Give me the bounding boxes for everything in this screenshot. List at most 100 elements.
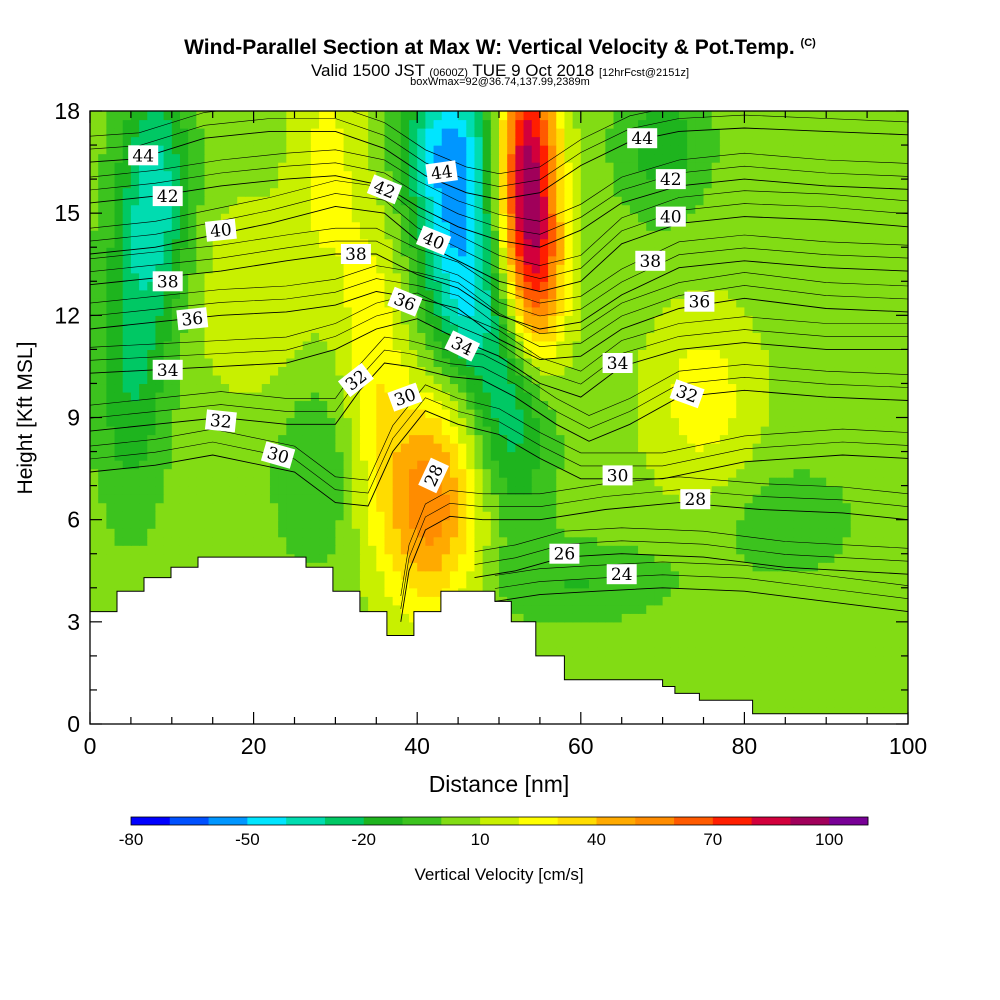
velocity-cell xyxy=(588,315,598,325)
velocity-cell xyxy=(793,579,803,589)
velocity-cell xyxy=(785,460,795,470)
velocity-cell xyxy=(703,391,713,402)
velocity-cell xyxy=(376,434,386,444)
velocity-cell xyxy=(809,647,819,657)
velocity-cell xyxy=(163,502,173,512)
velocity-cell xyxy=(196,545,206,555)
velocity-cell xyxy=(359,323,369,333)
velocity-cell xyxy=(850,383,860,393)
velocity-cell xyxy=(155,400,165,410)
velocity-cell xyxy=(539,570,549,580)
velocity-cell xyxy=(286,323,296,333)
velocity-cell xyxy=(826,536,835,546)
velocity-cell xyxy=(507,357,516,368)
velocity-cell xyxy=(327,374,336,385)
velocity-cell xyxy=(695,596,705,606)
velocity-cell xyxy=(809,357,819,368)
velocity-cell xyxy=(809,408,819,419)
velocity-cell xyxy=(793,681,803,691)
velocity-cell xyxy=(572,374,582,385)
velocity-cell xyxy=(883,664,893,674)
velocity-cell xyxy=(834,689,844,700)
velocity-cell xyxy=(245,426,255,436)
velocity-cell xyxy=(474,426,484,436)
velocity-cell xyxy=(646,536,656,546)
velocity-cell xyxy=(629,511,639,521)
velocity-cell xyxy=(188,426,197,436)
velocity-cell xyxy=(139,451,148,461)
velocity-cell xyxy=(253,528,263,538)
velocity-cell xyxy=(523,477,533,487)
velocity-cell xyxy=(678,579,688,589)
velocity-cell xyxy=(245,391,255,402)
velocity-cell xyxy=(875,451,885,461)
velocity-cell xyxy=(147,332,157,342)
velocity-cell xyxy=(515,460,525,470)
velocity-cell xyxy=(433,383,443,393)
velocity-cell xyxy=(662,562,672,572)
velocity-cell xyxy=(662,451,672,461)
velocity-cell xyxy=(858,383,868,393)
velocity-cell xyxy=(310,451,320,461)
velocity-cell xyxy=(515,468,525,478)
velocity-cell xyxy=(597,306,606,316)
velocity-cell xyxy=(793,485,803,495)
velocity-cell xyxy=(613,298,623,308)
velocity-cell xyxy=(515,579,525,589)
velocity-cell xyxy=(785,647,795,657)
velocity-cell xyxy=(490,443,500,453)
velocity-cell xyxy=(368,323,377,333)
velocity-cell xyxy=(269,391,279,402)
velocity-cell xyxy=(147,545,157,555)
velocity-cell xyxy=(433,587,443,597)
velocity-cell xyxy=(237,366,247,376)
velocity-cell xyxy=(801,485,811,495)
velocity-cell xyxy=(114,357,124,368)
velocity-cell xyxy=(670,553,680,563)
velocity-cell xyxy=(670,408,680,419)
velocity-cell xyxy=(368,357,377,368)
velocity-cell xyxy=(302,511,312,521)
velocity-cell xyxy=(139,460,148,470)
velocity-cell xyxy=(90,391,99,402)
velocity-cell xyxy=(384,323,394,333)
velocity-cell xyxy=(539,426,549,436)
velocity-cell xyxy=(310,502,320,512)
velocity-cell xyxy=(785,638,795,648)
velocity-cell xyxy=(417,434,426,444)
velocity-cell xyxy=(572,485,582,495)
velocity-cell xyxy=(531,579,541,589)
velocity-cell xyxy=(114,426,124,436)
velocity-cell xyxy=(572,511,582,521)
velocity-cell xyxy=(703,596,713,606)
velocity-cell xyxy=(261,306,271,316)
velocity-cell xyxy=(368,604,377,614)
velocity-cell xyxy=(179,417,189,427)
velocity-cell xyxy=(842,357,852,368)
velocity-cell xyxy=(204,400,214,410)
velocity-cell xyxy=(556,502,566,512)
velocity-cell xyxy=(670,366,680,376)
velocity-cell xyxy=(760,426,770,436)
velocity-cell xyxy=(147,451,157,461)
velocity-cell xyxy=(662,417,672,427)
velocity-cell xyxy=(90,460,99,470)
velocity-cell xyxy=(515,613,525,623)
velocity-cell xyxy=(678,655,688,665)
velocity-cell xyxy=(793,374,803,385)
velocity-cell xyxy=(899,689,908,700)
velocity-cell xyxy=(572,451,582,461)
velocity-cell xyxy=(711,638,721,648)
velocity-cell xyxy=(678,681,688,691)
velocity-cell xyxy=(588,357,598,368)
velocity-cell xyxy=(801,672,811,683)
velocity-cell xyxy=(850,451,860,461)
velocity-cell xyxy=(449,383,459,393)
velocity-cell xyxy=(777,528,786,538)
velocity-cell xyxy=(760,689,770,700)
velocity-cell xyxy=(654,366,664,376)
velocity-cell xyxy=(580,596,590,606)
velocity-cell xyxy=(687,553,696,563)
velocity-cell xyxy=(392,408,402,419)
velocity-cell xyxy=(695,460,705,470)
